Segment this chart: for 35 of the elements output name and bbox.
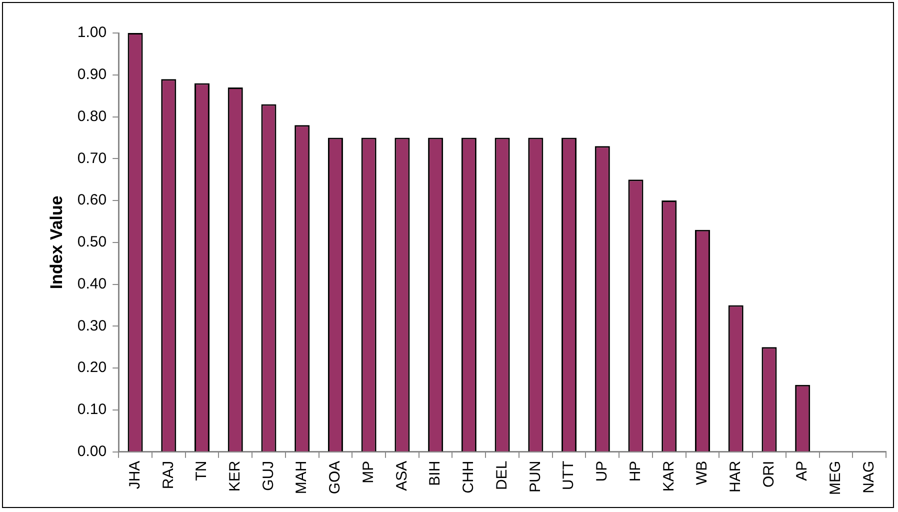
- y-tick-label: 0.30: [77, 317, 107, 334]
- x-tick-label: GUJ: [260, 460, 277, 491]
- y-tick-label: 0.60: [77, 192, 107, 209]
- x-tick-label: KER: [226, 460, 244, 492]
- x-tick-label: RAJ: [160, 460, 177, 490]
- y-axis-title: Index Value: [46, 196, 66, 290]
- x-tick-label: ORI: [760, 460, 778, 488]
- y-tick-label: 1.00: [77, 24, 107, 42]
- x-tick-label: PUN: [526, 460, 544, 493]
- y-tick-label: 0.90: [77, 66, 107, 84]
- y-tick-label: 0.40: [77, 275, 107, 292]
- x-tick-label: CHH: [460, 460, 478, 494]
- x-tick-label: AP: [794, 460, 811, 481]
- y-tick-label: 0.70: [77, 150, 107, 167]
- x-tick-label: BIH: [426, 460, 444, 486]
- x-tick-label: UP: [594, 460, 611, 482]
- x-tick-label: TN: [193, 460, 210, 481]
- x-tick-label: JHA: [126, 460, 144, 490]
- y-tick-label: 0.00: [77, 442, 107, 460]
- x-tick-label: ASA: [393, 460, 410, 491]
- x-tick-label: DEL: [493, 460, 510, 490]
- y-tick-label: 0.80: [77, 108, 107, 125]
- x-tick-label: MP: [360, 460, 377, 484]
- y-tick-label: 0.20: [77, 359, 107, 376]
- x-tick-label: HAR: [726, 460, 744, 493]
- x-tick-label: MEG: [827, 460, 844, 496]
- x-tick-label: GOA: [326, 460, 344, 494]
- x-tick-label: HP: [626, 460, 644, 482]
- y-tick-label: 0.10: [77, 401, 107, 418]
- x-tick-label: MAH: [293, 460, 310, 494]
- x-tick-label: KAR: [660, 460, 678, 492]
- y-tick-label: 0.50: [77, 234, 107, 251]
- x-tick-label: WB: [694, 460, 711, 486]
- x-tick-label: NAG: [860, 460, 878, 494]
- x-tick-label: UTT: [560, 460, 578, 490]
